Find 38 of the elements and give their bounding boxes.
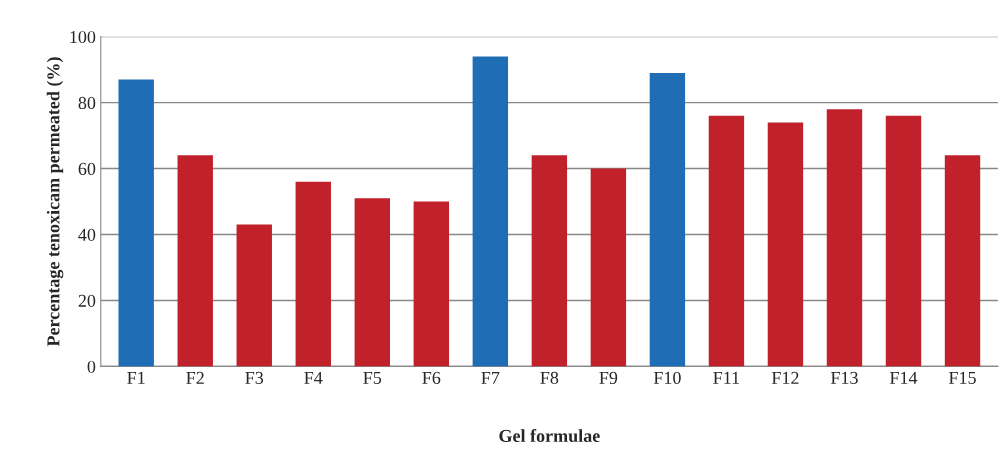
y-tick-label: 80 [78,96,96,110]
y-tick-label: 40 [78,228,96,241]
x-tick-label: F5 [363,371,382,384]
x-tick-label: F11 [713,371,740,384]
y-tick-label: 60 [78,162,96,175]
bar [413,201,450,367]
x-tick-label: F14 [889,371,918,384]
x-tick-label: F4 [304,371,323,384]
x-axis-title: Gel formulae [499,429,600,443]
x-tick-label: F3 [245,371,264,384]
bar [354,198,390,367]
bar [944,155,981,367]
y-tick-label: 100 [70,30,96,44]
x-tick-label: F1 [127,371,145,384]
x-tick-label: F12 [771,371,799,384]
x-tick-label: F7 [481,371,500,384]
bar [177,155,213,367]
x-tick-label: F10 [653,371,681,384]
bar [472,56,509,367]
x-tick-label: F2 [186,371,204,384]
bar [767,122,804,367]
y-tick-label: 0 [87,360,96,373]
bar [708,115,745,367]
y-tick-label: 20 [78,294,96,307]
bar [649,72,686,367]
bar [885,115,922,367]
x-tick-label: F15 [948,371,976,384]
bar [236,224,272,367]
bar [531,155,568,367]
x-tick-label: F6 [422,371,441,384]
bar [118,79,154,367]
x-tick-label: F8 [540,371,559,384]
bar [826,109,863,367]
x-tick-label: F9 [599,371,618,384]
x-tick-label: F13 [830,371,858,384]
y-axis-title: Percentage tenoxicam permeated (%) [46,57,64,347]
bar [590,168,627,367]
bar [295,181,331,367]
